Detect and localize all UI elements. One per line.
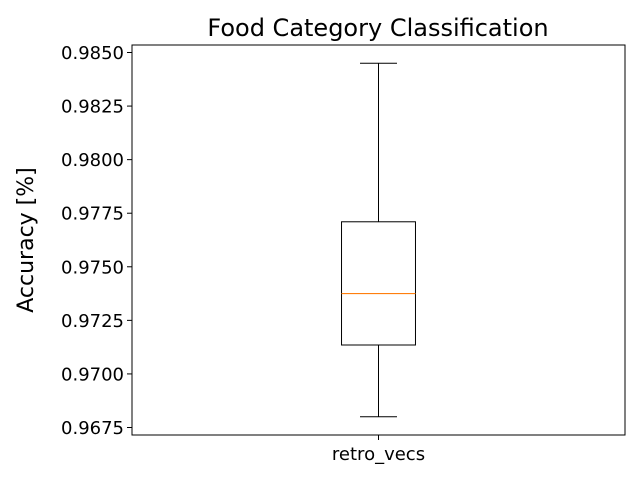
x-tick-label: retro_vecs: [332, 444, 425, 465]
y-axis-ticks: 0.9675 0.9700 0.9725 0.9750 0.9775 0.9800 0.98…: [61, 43, 132, 439]
x-axis-ticks: retro_vecs: [332, 435, 425, 465]
y-axis-label: Accuracy [%]: [14, 167, 39, 313]
y-tick-label: 0.9850: [61, 43, 124, 64]
y-tick-label: 0.9750: [61, 257, 124, 278]
box-series: [341, 62, 416, 418]
y-tick-label: 0.9725: [61, 311, 124, 332]
y-tick-label: 0.9675: [61, 418, 124, 439]
plot-area-frame: [131, 44, 626, 436]
y-tick-label: 0.9800: [61, 150, 124, 171]
y-tick-label: 0.9825: [61, 97, 124, 118]
chart-title: Food Category Classification: [207, 14, 548, 42]
y-tick-label: 0.9700: [61, 364, 124, 385]
y-tick-label: 0.9775: [61, 204, 124, 225]
iqr-box: [341, 221, 416, 346]
